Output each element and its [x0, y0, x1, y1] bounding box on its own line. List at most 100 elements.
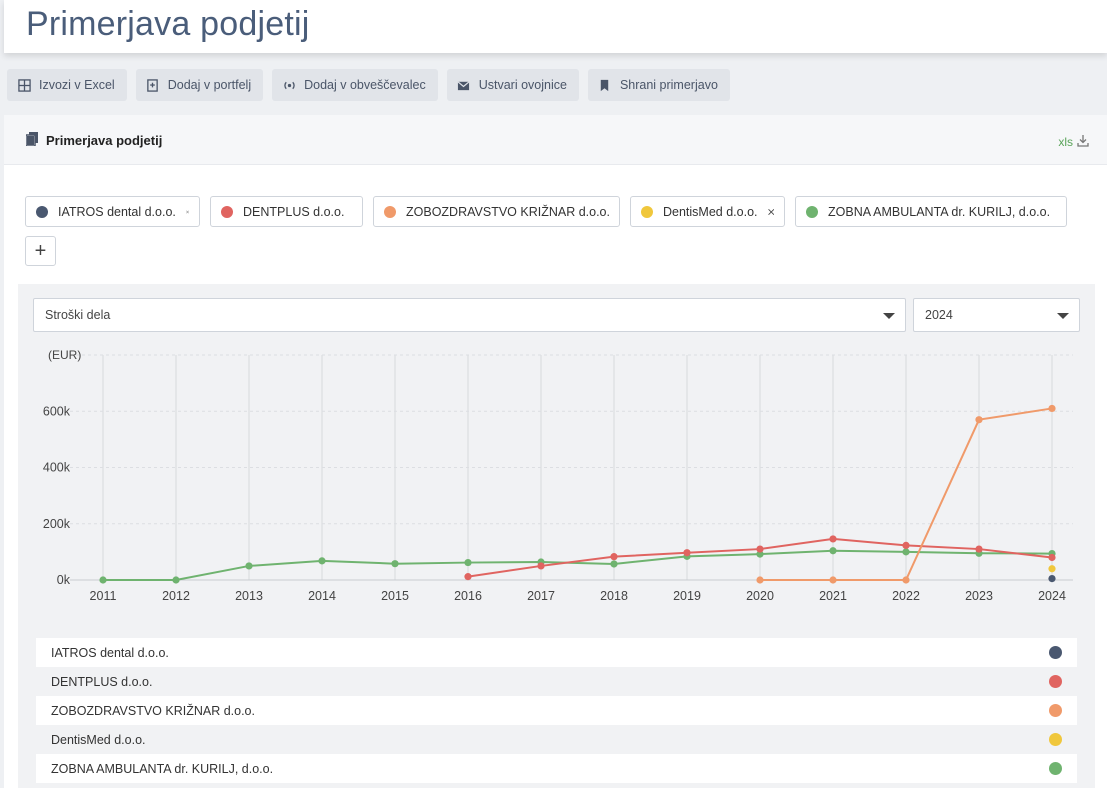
add-notifier-button[interactable]: Dodaj v obveščevalec [272, 69, 438, 101]
legend-color-dot [1049, 762, 1062, 775]
data-point[interactable] [756, 576, 764, 584]
data-point[interactable] [464, 558, 472, 567]
data-point[interactable] [1048, 565, 1056, 573]
legend-color-dot [1049, 704, 1062, 717]
save-comparison-label: Shrani primerjavo [619, 78, 718, 92]
bookmark-icon [598, 78, 612, 92]
x-tick-label: 2024 [1038, 589, 1066, 603]
y-tick-label: 0k [57, 573, 71, 587]
x-tick-label: 2012 [162, 589, 190, 603]
data-point[interactable] [975, 545, 983, 553]
data-point[interactable] [902, 541, 910, 550]
data-point[interactable] [318, 557, 326, 565]
legend-color-dot [1049, 675, 1062, 688]
toolbar: Izvozi v Excel Dodaj v portfelj Dodaj v … [7, 69, 730, 101]
legend-label: ZOBNA AMBULANTA dr. KURILJ, d.o.o. [51, 761, 274, 776]
y-tick-label: 600k [43, 404, 71, 418]
page-title: Primerjava podjetij [26, 5, 310, 43]
add-portfolio-label: Dodaj v portfelj [167, 78, 252, 92]
company-tag: IATROS dental d.o.o. [25, 196, 200, 227]
company-tag-label: ZOBNA AMBULANTA dr. KURILJ, d.o.o. [828, 204, 1051, 219]
data-point[interactable] [172, 576, 180, 584]
broadcast-icon [282, 78, 296, 92]
data-point[interactable] [537, 562, 545, 570]
legend-label: IATROS dental d.o.o. [51, 645, 169, 660]
data-point[interactable] [756, 550, 764, 558]
data-point[interactable] [99, 576, 107, 584]
legend-label: ZOBOZDRAVSTVO KRIŽNAR d.o.o. [51, 703, 255, 718]
legend-item: ZOBOZDRAVSTVO KRIŽNAR d.o.o. [36, 696, 1077, 725]
portfolio-add-icon [146, 78, 160, 92]
page-header: Primerjava podjetij [4, 0, 1107, 53]
chart-lines [103, 407, 1053, 581]
color-dot [384, 205, 396, 218]
copy-icon [26, 132, 38, 146]
company-tag: ZOBNA AMBULANTA dr. KURILJ, d.o.o. [795, 196, 1067, 227]
color-dot [36, 205, 48, 218]
export-excel-button[interactable]: Izvozi v Excel [7, 69, 127, 101]
create-envelopes-button[interactable]: Ustvari ovojnice [446, 69, 579, 101]
company-tag-label: IATROS dental d.o.o. [58, 204, 176, 219]
create-envelopes-label: Ustvari ovojnice [478, 78, 567, 92]
x-tick-label: 2013 [235, 589, 263, 603]
chart-points [99, 404, 1056, 584]
x-tick-label: 2018 [600, 589, 628, 603]
xls-export-link[interactable]: xls [1058, 135, 1073, 149]
close-icon[interactable] [186, 206, 189, 218]
y-tick-label: 400k [43, 461, 71, 475]
panel-title: Primerjava podjetij [46, 133, 163, 148]
data-point[interactable] [683, 549, 691, 557]
company-tag-label: DENTPLUS d.o.o. [243, 204, 345, 219]
x-tick-label: 2015 [381, 589, 409, 603]
x-tick-label: 2022 [892, 589, 920, 603]
data-point[interactable] [610, 560, 618, 568]
metric-select-value: Stroški dela [45, 308, 111, 322]
save-comparison-button[interactable]: Shrani primerjavo [587, 69, 730, 101]
x-tick-label: 2017 [527, 589, 555, 603]
data-point[interactable] [464, 573, 472, 581]
add-company-button[interactable]: + [25, 236, 56, 266]
data-point[interactable] [1048, 404, 1056, 413]
line-chart: 0k 200k 400k 600k (EUR) 2011 2012 2013 2014 2015 2… [43, 348, 1073, 603]
x-tick-label: 2021 [819, 589, 847, 603]
chevron-down-icon [1057, 313, 1069, 319]
data-point[interactable] [975, 416, 983, 424]
data-point[interactable] [1048, 553, 1056, 562]
data-point[interactable] [1048, 574, 1056, 583]
data-point[interactable] [245, 562, 253, 570]
export-excel-label: Izvozi v Excel [39, 78, 115, 92]
x-tick-label: 2020 [746, 589, 774, 603]
data-point[interactable] [902, 548, 910, 556]
close-icon[interactable] [767, 206, 775, 218]
panel-header: Primerjava podjetij xls [4, 115, 1107, 165]
data-point[interactable] [610, 553, 618, 561]
color-dot [221, 205, 233, 218]
data-point[interactable] [829, 535, 837, 543]
add-notifier-label: Dodaj v obveščevalec [304, 78, 426, 92]
legend-item: IATROS dental d.o.o. [36, 638, 1077, 667]
metric-select[interactable]: Stroški dela [33, 298, 906, 332]
company-tag: ZOBOZDRAVSTVO KRIŽNAR d.o.o. [373, 196, 620, 227]
series-line [103, 549, 1053, 581]
legend-item: DENTPLUS d.o.o. [36, 667, 1077, 696]
data-point[interactable] [391, 560, 399, 568]
year-select[interactable]: 2024 [913, 298, 1080, 332]
color-dot [806, 205, 818, 218]
data-point[interactable] [829, 547, 837, 555]
x-tick-label: 2014 [308, 589, 336, 603]
year-select-value: 2024 [925, 308, 953, 322]
x-tick-label: 2011 [90, 589, 117, 603]
data-point[interactable] [902, 576, 910, 584]
legend-label: DENTPLUS d.o.o. [51, 674, 153, 689]
x-tick-label: 2016 [454, 589, 482, 603]
color-dot [641, 205, 653, 218]
legend-color-dot [1049, 646, 1062, 659]
data-point[interactable] [756, 545, 764, 553]
chart-legend: IATROS dental d.o.o. DENTPLUS d.o.o. ZOB… [36, 638, 1077, 783]
add-portfolio-button[interactable]: Dodaj v portfelj [135, 69, 264, 101]
download-icon[interactable] [1077, 135, 1089, 147]
data-point[interactable] [829, 576, 837, 584]
legend-label: DentisMed d.o.o. [51, 732, 146, 747]
legend-item: DentisMed d.o.o. [36, 725, 1077, 754]
grid-icon [17, 78, 31, 92]
